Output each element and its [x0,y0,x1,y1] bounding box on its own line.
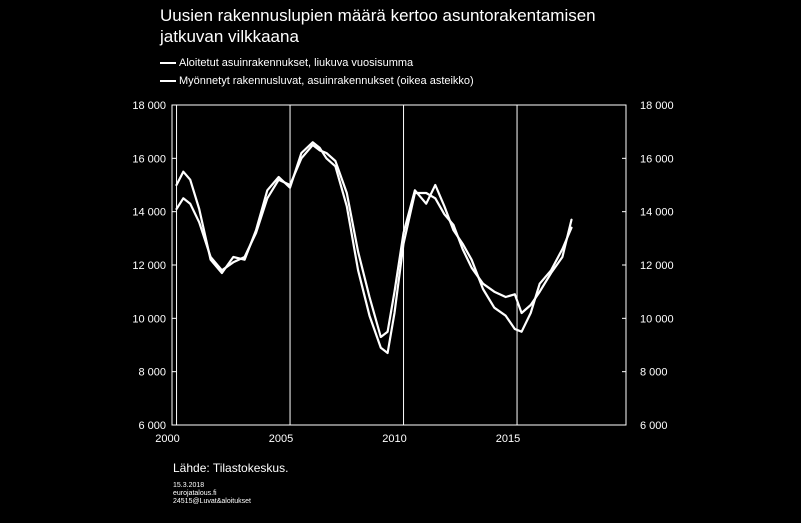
series-lines [175,141,573,355]
right-tick-label-8000: 8 000 [640,367,668,379]
left-tick-label-18000: 18 000 [132,100,166,112]
left-tick-label-12000: 12 000 [132,260,166,272]
x-tick-label-2005: 2005 [269,433,293,445]
series-line-aloitetut [175,143,573,339]
right-tick-label-16000: 16 000 [640,153,674,165]
left-y-axis: 6 000 8 000 10 000 12 000 14 000 16 000 18 000 [132,100,176,432]
right-y-axis: 6 000 8 000 10 000 12 000 14 000 16 000 18 000 [622,100,674,432]
left-tick-label-8000: 8 000 [138,367,166,379]
footer-code: 24515@Luvat&aloitukset [173,498,251,505]
series-line-luvat [175,141,573,355]
right-tick-label-14000: 14 000 [640,207,674,219]
x-tick-label-2010: 2010 [382,433,406,445]
chart-title-line-2: jatkuvan vilkkaana [160,27,299,46]
legend-label-luvat: Myönnetyt rakennusluvat, asuinrakennukse… [179,75,474,87]
x-tick-label-2000: 2000 [155,433,179,445]
x-tick-label-2015: 2015 [496,433,520,445]
left-tick-label-10000: 10 000 [132,313,166,325]
left-tick-label-16000: 16 000 [132,153,166,165]
legend-swatch-luvat [160,80,176,82]
left-tick-label-6000: 6 000 [138,420,166,432]
right-tick-label-10000: 10 000 [640,313,674,325]
source-note: Lähde: Tilastokeskus. [173,461,289,475]
legend-item-aloitetut: Aloitetut asuinrakennukset, liukuva vuos… [160,54,474,72]
legend-label-aloitetut: Aloitetut asuinrakennukset, liukuva vuos… [179,57,414,69]
footer-date: 15.3.2018 [173,482,205,489]
legend-swatch-aloitetut [160,62,176,64]
legend-item-luvat: Myönnetyt rakennusluvat, asuinrakennukse… [160,72,474,90]
chart-title: Uusien rakennuslupien määrä kertoo asunt… [160,5,760,47]
legend: Aloitetut asuinrakennukset, liukuva vuos… [160,54,474,90]
left-tick-label-14000: 14 000 [132,207,166,219]
right-tick-label-6000: 6 000 [640,420,668,432]
chart-title-line-1: Uusien rakennuslupien määrä kertoo asunt… [160,6,596,25]
footer-site: eurojatalous.fi [173,490,217,497]
right-tick-label-12000: 12 000 [640,260,674,272]
grid-lines [176,105,518,425]
footer-meta: 15.3.2018 eurojatalous.fi 24515@Luvat&al… [173,482,251,506]
x-axis: 2000 2005 2010 2015 [155,433,520,445]
right-tick-label-18000: 18 000 [640,100,674,112]
